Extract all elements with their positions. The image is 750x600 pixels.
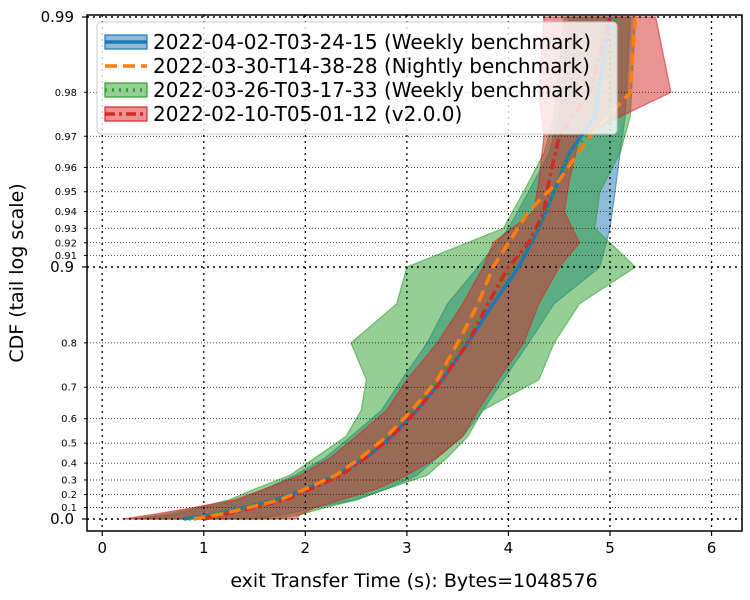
line-series-3 [188, 16, 617, 521]
y-tick-label-minor: 0.4 [61, 459, 77, 470]
y-tick-label-major: 0.0 [50, 510, 74, 528]
y-tick-label-minor: 0.95 [55, 187, 77, 198]
y-axis-ticks: 0.0 0.9 0.99 0.1 0.2 0.3 0.4 0.5 0.6 0.7 0.8 0.91 0.… [41, 8, 87, 528]
legend-entry-label: 2022-02-10-T05-01-12 (v2.0.0) [153, 102, 462, 126]
y-axis-label: CDF (tail log scale) [6, 183, 28, 362]
x-tick-label: 5 [605, 539, 615, 557]
legend-entry-label: 2022-03-30-T14-38-28 (Nightly benchmark) [153, 54, 590, 78]
y-tick-label-major: 0.9 [50, 258, 74, 276]
y-tick-label-minor: 0.92 [55, 238, 77, 249]
y-tick-label-minor: 0.91 [55, 251, 77, 262]
legend-box [96, 21, 618, 135]
legend-entry-label: 2022-03-26-T03-17-33 (Weekly benchmark) [153, 78, 591, 102]
x-axis-ticks: 0 1 2 3 4 5 6 [97, 531, 716, 557]
y-tick-label-minor: 0.1 [61, 503, 77, 514]
y-tick-label-minor: 0.8 [61, 338, 77, 349]
y-tick-label-minor: 0.3 [61, 475, 77, 486]
legend: 2022-04-02-T03-24-15 (Weekly benchmark)2… [96, 21, 618, 135]
y-tick-label-minor: 0.94 [55, 207, 77, 218]
legend-entry-label: 2022-04-02-T03-24-15 (Weekly benchmark) [153, 30, 591, 54]
x-tick-label: 4 [504, 539, 514, 557]
y-tick-label-major: 0.99 [41, 8, 74, 26]
plot-frame [86, 14, 743, 532]
x-tick-label: 1 [199, 539, 209, 557]
line-series-2 [193, 16, 638, 521]
x-tick-label: 3 [402, 539, 412, 557]
y-tick-label-minor: 0.97 [55, 132, 77, 143]
line-series-4 [203, 16, 612, 521]
x-tick-label: 2 [301, 539, 311, 557]
x-tick-label: 6 [707, 539, 717, 557]
series-lines [183, 16, 638, 521]
x-axis-label: exit Transfer Time (s): Bytes=1048576 [230, 570, 597, 592]
y-tick-label-minor: 0.7 [61, 383, 77, 394]
y-tick-label-minor: 0.98 [55, 88, 77, 99]
y-tick-label-minor: 0.5 [61, 439, 77, 450]
y-tick-label-minor: 0.93 [55, 224, 77, 235]
y-tick-label-minor: 0.96 [55, 163, 77, 174]
x-tick-label: 0 [97, 539, 107, 557]
y-tick-label-minor: 0.2 [61, 490, 77, 501]
y-tick-label-minor: 0.6 [61, 414, 77, 425]
